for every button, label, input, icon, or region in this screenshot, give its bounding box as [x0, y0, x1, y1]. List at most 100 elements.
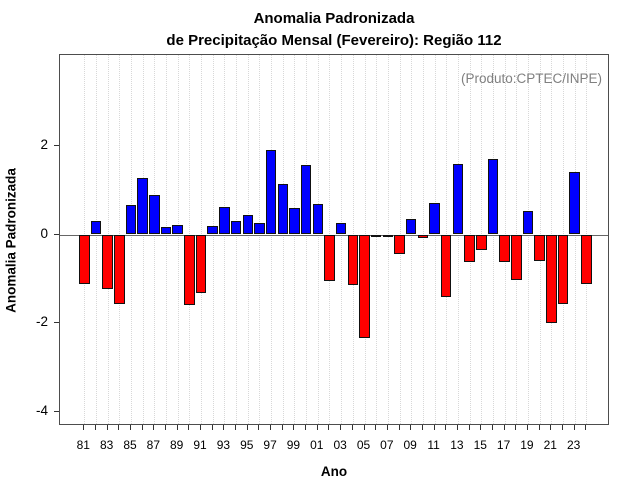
x-tick-label-19: 19: [520, 438, 534, 452]
bar-2015: [476, 234, 487, 251]
bar-2019: [522, 211, 534, 235]
bar-2016: [487, 159, 499, 235]
x-tick-2022: [561, 425, 563, 430]
bar-2024: [581, 234, 592, 284]
gridline-1993: [224, 55, 226, 424]
x-tick-2017: [503, 425, 505, 430]
bar-2017: [499, 234, 510, 262]
x-tick-2004: [351, 425, 353, 430]
gridline-2023: [574, 55, 576, 424]
gridline-1992: [212, 55, 214, 424]
bar-1986: [137, 177, 148, 235]
x-tick-2000: [305, 425, 307, 430]
x-tick-1993: [223, 425, 225, 430]
x-tick-1989: [176, 425, 178, 430]
x-tick-1994: [235, 425, 237, 430]
bar-1997: [265, 149, 277, 235]
x-tick-1999: [293, 425, 295, 430]
bar-1983: [102, 234, 113, 289]
x-tick-label-89: 89: [170, 438, 184, 452]
x-tick-label-23: 23: [566, 438, 581, 452]
plot-area: (Produto:CPTEC/INPE): [59, 54, 609, 425]
x-tick-label-83: 83: [99, 438, 114, 452]
chart-title-line1: Anomalia Padronizada: [253, 10, 415, 27]
x-tick-1985: [130, 425, 131, 430]
bar-1989: [172, 225, 183, 235]
y-tick-2: [54, 145, 59, 146]
x-tick-label-91: 91: [193, 438, 207, 452]
bar-1994: [230, 221, 242, 235]
x-tick-2005: [363, 425, 365, 430]
bar-2002: [324, 234, 335, 281]
x-tick-2009: [410, 425, 412, 430]
gridline-1998: [282, 55, 284, 424]
gridline-1982: [95, 55, 97, 424]
chart-title-line2: de Precipitação Mensal (Fevereiro): Regi…: [166, 32, 502, 49]
gridline-1994: [236, 55, 238, 424]
x-tick-2014: [468, 425, 470, 430]
bar-1991: [195, 234, 207, 294]
bar-1995: [242, 215, 253, 235]
gridline-1996: [259, 55, 261, 424]
x-tick-1984: [118, 425, 120, 430]
gridline-1997: [271, 55, 273, 424]
x-tick-2010: [421, 425, 423, 430]
bar-2010: [417, 234, 429, 239]
x-tick-2007: [386, 425, 388, 430]
gridline-2011: [434, 55, 436, 424]
gridline-2009: [411, 55, 413, 424]
x-tick-2015: [480, 425, 482, 430]
x-tick-label-13: 13: [450, 438, 464, 452]
gridline-2003: [341, 55, 343, 424]
x-tick-2008: [398, 425, 400, 430]
x-tick-2021: [550, 425, 552, 430]
gridline-1987: [154, 55, 156, 424]
bar-1984: [114, 234, 125, 304]
bar-1993: [219, 207, 230, 235]
gridline-1995: [247, 55, 249, 424]
x-tick-label-15: 15: [473, 438, 487, 452]
y-axis-label: Anomalia Padronizada: [3, 168, 19, 313]
bar-2007: [382, 234, 394, 237]
bar-1988: [160, 226, 172, 235]
bar-1999: [289, 207, 300, 235]
bar-2023: [569, 172, 580, 235]
gridline-2001: [317, 55, 319, 424]
bar-2006: [370, 234, 382, 238]
x-tick-1986: [141, 425, 143, 430]
x-tick-label-93: 93: [216, 438, 231, 452]
bar-2005: [359, 234, 370, 339]
bar-2018: [511, 234, 522, 281]
x-tick-2018: [515, 425, 517, 430]
bar-2022: [557, 234, 569, 305]
x-tick-2001: [316, 425, 318, 430]
x-tick-2012: [445, 425, 447, 430]
y-tick-label--4: -4: [35, 402, 48, 418]
x-tick-1991: [200, 425, 202, 430]
gridline-2006: [376, 55, 378, 424]
gridline-1986: [142, 55, 144, 424]
y-tick--2: [54, 322, 59, 323]
x-tick-1987: [153, 425, 155, 430]
x-tick-1990: [188, 425, 190, 430]
y-tick-label--2: -2: [35, 314, 48, 329]
x-tick-2006: [375, 425, 377, 430]
bar-2020: [534, 234, 545, 262]
bar-2003: [335, 222, 347, 235]
y-tick--4: [54, 410, 59, 412]
x-tick-label-21: 21: [543, 438, 557, 452]
gridline-2013: [457, 55, 459, 424]
x-tick-label-11: 11: [427, 438, 440, 452]
bar-1981: [79, 234, 90, 284]
bar-1998: [277, 184, 289, 235]
y-tick-label-2: 2: [40, 137, 48, 152]
gridline-2016: [492, 55, 494, 424]
gridline-2007: [387, 55, 389, 424]
bar-2013: [452, 163, 464, 235]
bar-2004: [347, 234, 359, 285]
x-tick-2024: [585, 425, 587, 430]
source-annotation: (Produto:CPTEC/INPE): [460, 71, 602, 86]
x-tick-1992: [211, 425, 213, 430]
bar-1985: [125, 205, 137, 235]
